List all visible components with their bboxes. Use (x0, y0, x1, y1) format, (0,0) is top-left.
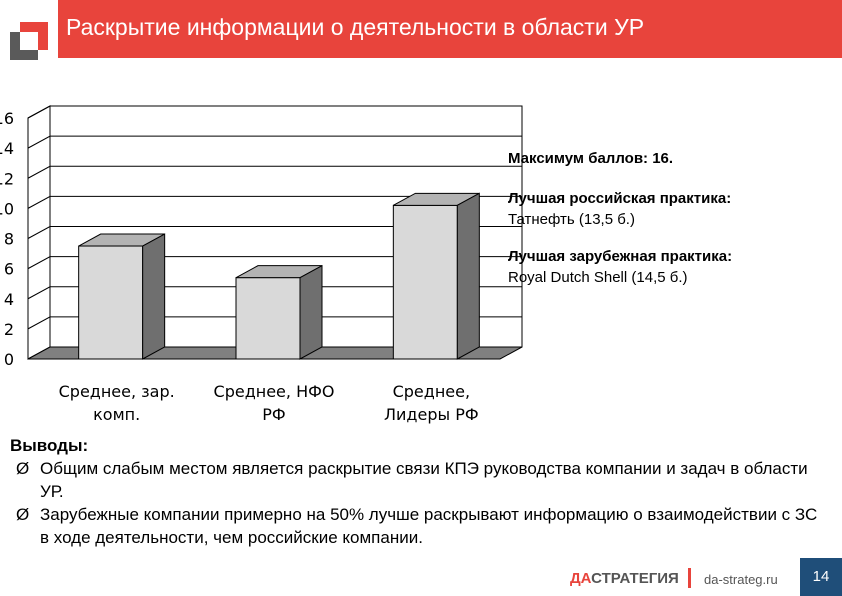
page-title: Раскрытие информации о деятельности в об… (66, 14, 645, 40)
y-tick-label: 2 (4, 320, 14, 339)
y-tick-label: 4 (4, 290, 14, 309)
y-tick-label: 12 (0, 169, 14, 188)
note-max-score: Максимум баллов: 16. (508, 150, 674, 167)
conclusion-item: Ø Зарубежные компании примерно на 50% лу… (16, 505, 818, 547)
x-category-label: Среднее, (393, 382, 470, 401)
gridline (27, 256, 522, 270)
conclusions: Выводы: Ø Общим слабым местом является р… (10, 434, 820, 549)
x-category-label: Лидеры РФ (384, 405, 479, 424)
y-tick-label: 10 (0, 199, 14, 218)
gridline (27, 226, 522, 239)
y-tick-label: 8 (4, 230, 14, 249)
arrow-bullet-icon: Ø (16, 505, 30, 524)
gridline (27, 135, 522, 149)
bar-side (299, 264, 323, 360)
gridline (27, 286, 522, 300)
x-category-label: Среднее, НФО (214, 382, 335, 401)
bar-front (78, 245, 144, 360)
bar-chart: 0 2 4 6 8 10 12 14 16 Среднее, зар. комп. Среднее, … (0, 105, 523, 424)
conclusion-item: Ø Общим слабым местом является раскрытие… (16, 459, 808, 501)
header-bar: Раскрытие информации о деятельности в об… (58, 0, 842, 58)
bar-front (235, 277, 301, 360)
y-tick-label: 16 (0, 109, 14, 128)
x-category-label: Среднее, зар. (59, 382, 175, 401)
gridline (27, 316, 522, 330)
bar-side (456, 192, 480, 360)
x-category-label: комп. (93, 405, 140, 424)
slide-logo-mark (10, 22, 48, 60)
footer-site: da-strateg.ru (704, 572, 778, 587)
arrow-bullet-icon: Ø (16, 459, 30, 478)
bar (78, 233, 166, 360)
footer-divider (688, 568, 691, 588)
gridline (27, 165, 522, 179)
note-best-russian: Лучшая российская практика: Татнефть (13… (508, 190, 732, 228)
y-tick-label: 14 (0, 139, 14, 158)
bar-front (392, 204, 458, 360)
conclusions-title: Выводы: (10, 436, 89, 455)
y-tick-label: 0 (4, 350, 14, 369)
note-best-foreign: Лучшая зарубежная практика: Royal Dutch … (508, 248, 733, 286)
page-number: 14 (800, 558, 842, 596)
y-tick-label: 6 (4, 260, 14, 279)
x-category-label: РФ (262, 405, 285, 424)
gridline (27, 195, 522, 209)
bar-side (142, 233, 166, 360)
footer-logo: ДАСТРАТЕГИЯ (570, 570, 679, 587)
gridline (27, 105, 522, 119)
bar (235, 264, 323, 360)
bar (392, 192, 480, 360)
